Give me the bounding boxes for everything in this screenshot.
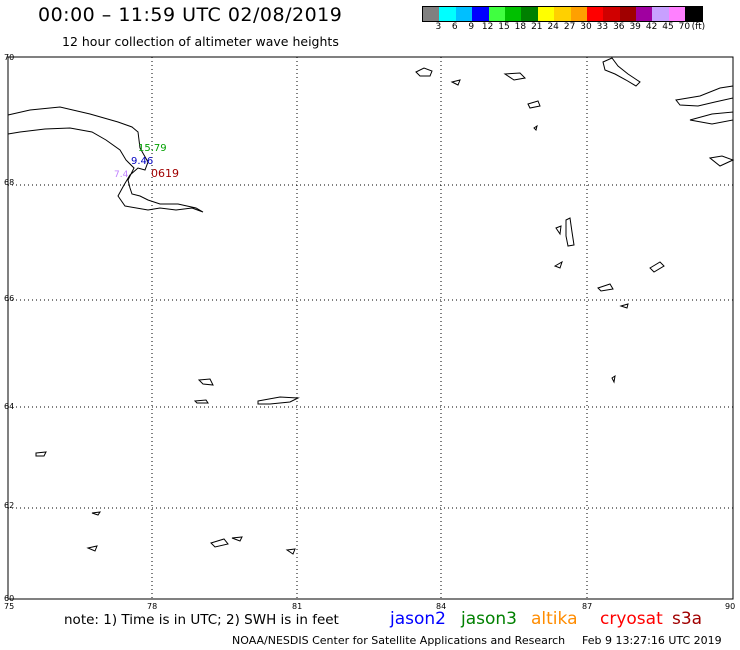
legend-swatch	[570, 7, 587, 21]
legend-swatch	[619, 7, 637, 21]
legend-swatch	[685, 7, 702, 21]
lat-label-62: 62	[4, 501, 14, 510]
legend-label: 21	[531, 22, 543, 32]
legend-swatch	[586, 7, 604, 21]
legend-swatch	[423, 7, 440, 21]
island-23	[210, 538, 229, 548]
legend-label: 33	[596, 22, 609, 32]
island-5	[533, 124, 538, 131]
island-25	[285, 548, 296, 555]
satellite-jason3: jason3	[461, 609, 517, 629]
lat-labels: 70 68 66 64 62 60	[4, 53, 14, 603]
legend-label: 70	[678, 22, 691, 32]
footer-note: note: 1) Time is in UTC; 2) SWH is in fe…	[64, 612, 339, 628]
legend-swatch	[488, 7, 505, 21]
legend-label: 45	[662, 22, 674, 32]
lon-label-90: 90	[725, 602, 735, 611]
observation-value: 15.79	[138, 143, 167, 154]
island-10	[565, 217, 575, 247]
map-title: 00:00 – 11:59 UTC 02/08/2019	[38, 4, 343, 26]
observations: 15.79 9.46 7.4 0619	[114, 143, 179, 180]
island-19	[257, 396, 300, 405]
legend-swatch	[652, 7, 669, 21]
island-9	[708, 155, 735, 167]
island-6	[602, 57, 641, 87]
coastline-peninsula	[7, 106, 204, 213]
observation-value: 9.46	[131, 156, 153, 167]
island-7	[675, 85, 734, 107]
credit-line: NOAA/NESDIS Center for Satellite Applica…	[232, 634, 566, 647]
observation-value: 0619	[151, 167, 179, 180]
legend-label: 36	[613, 22, 625, 32]
map-subtitle: 12 hour collection of altimeter wave hei…	[62, 34, 339, 49]
lat-label-70: 70	[4, 53, 14, 62]
island-13	[597, 283, 614, 292]
satellite-jason2: jason2	[390, 609, 446, 629]
legend-swatch	[537, 7, 555, 21]
legend-label: 39	[629, 22, 641, 32]
color-scale-legend	[422, 6, 703, 22]
generated-timestamp: Feb 9 13:27:16 UTC 2019	[582, 634, 722, 647]
legend-label: 6	[451, 22, 458, 32]
legend-swatch	[472, 7, 489, 21]
island-22	[86, 545, 98, 552]
island-18	[193, 399, 209, 404]
legend-label: 27	[563, 22, 576, 32]
island-11	[555, 225, 562, 236]
lat-label-66: 66	[4, 294, 14, 303]
satellite-s3a: s3a	[672, 609, 703, 629]
island-14	[649, 261, 665, 273]
legend-label: 9	[468, 22, 475, 32]
island-16	[611, 374, 616, 384]
legend-swatch	[603, 7, 620, 21]
legend-swatch	[439, 7, 456, 21]
lon-labels: 75 78 81 84 87 90	[4, 602, 735, 611]
legend-label: 30	[580, 22, 592, 32]
legend-label: 12	[481, 22, 494, 32]
island-21	[91, 511, 102, 516]
island-17	[197, 378, 214, 386]
satellite-altika: altika	[531, 609, 578, 629]
legend-label: (ft)	[691, 22, 706, 32]
legend-swatch	[636, 7, 653, 21]
observation-value: 7.4	[114, 170, 129, 180]
map-frame	[7, 56, 734, 600]
lon-label-81: 81	[292, 602, 302, 611]
island-8	[689, 111, 734, 125]
legend-label: 15	[498, 22, 510, 32]
legend-label: 42	[645, 22, 658, 32]
legend-label: 18	[514, 22, 527, 32]
coastlines	[7, 57, 735, 555]
island-1	[415, 67, 433, 77]
lat-label-64: 64	[4, 402, 14, 411]
island-12	[553, 260, 563, 269]
island-4	[527, 100, 541, 109]
legend-label: 3	[435, 22, 442, 32]
island-3	[503, 72, 527, 81]
lat-label-68: 68	[4, 178, 14, 187]
satellite-cryosat: cryosat	[600, 609, 663, 629]
lon-label-78: 78	[147, 602, 157, 611]
lon-label-75: 75	[4, 602, 14, 611]
island-2	[450, 79, 461, 86]
legend-label: 24	[547, 22, 559, 32]
lon-label-87: 87	[582, 602, 592, 611]
lon-label-84: 84	[436, 602, 446, 611]
legend-swatch	[455, 7, 473, 21]
island-20	[35, 451, 47, 457]
graticule	[8, 57, 733, 599]
island-24	[231, 536, 243, 542]
lat-label-60: 60	[4, 594, 14, 603]
legend-swatch	[504, 7, 522, 21]
legend-swatch	[554, 7, 571, 21]
island-15	[619, 303, 629, 309]
legend-swatch	[668, 7, 686, 21]
legend-swatch	[521, 7, 538, 21]
